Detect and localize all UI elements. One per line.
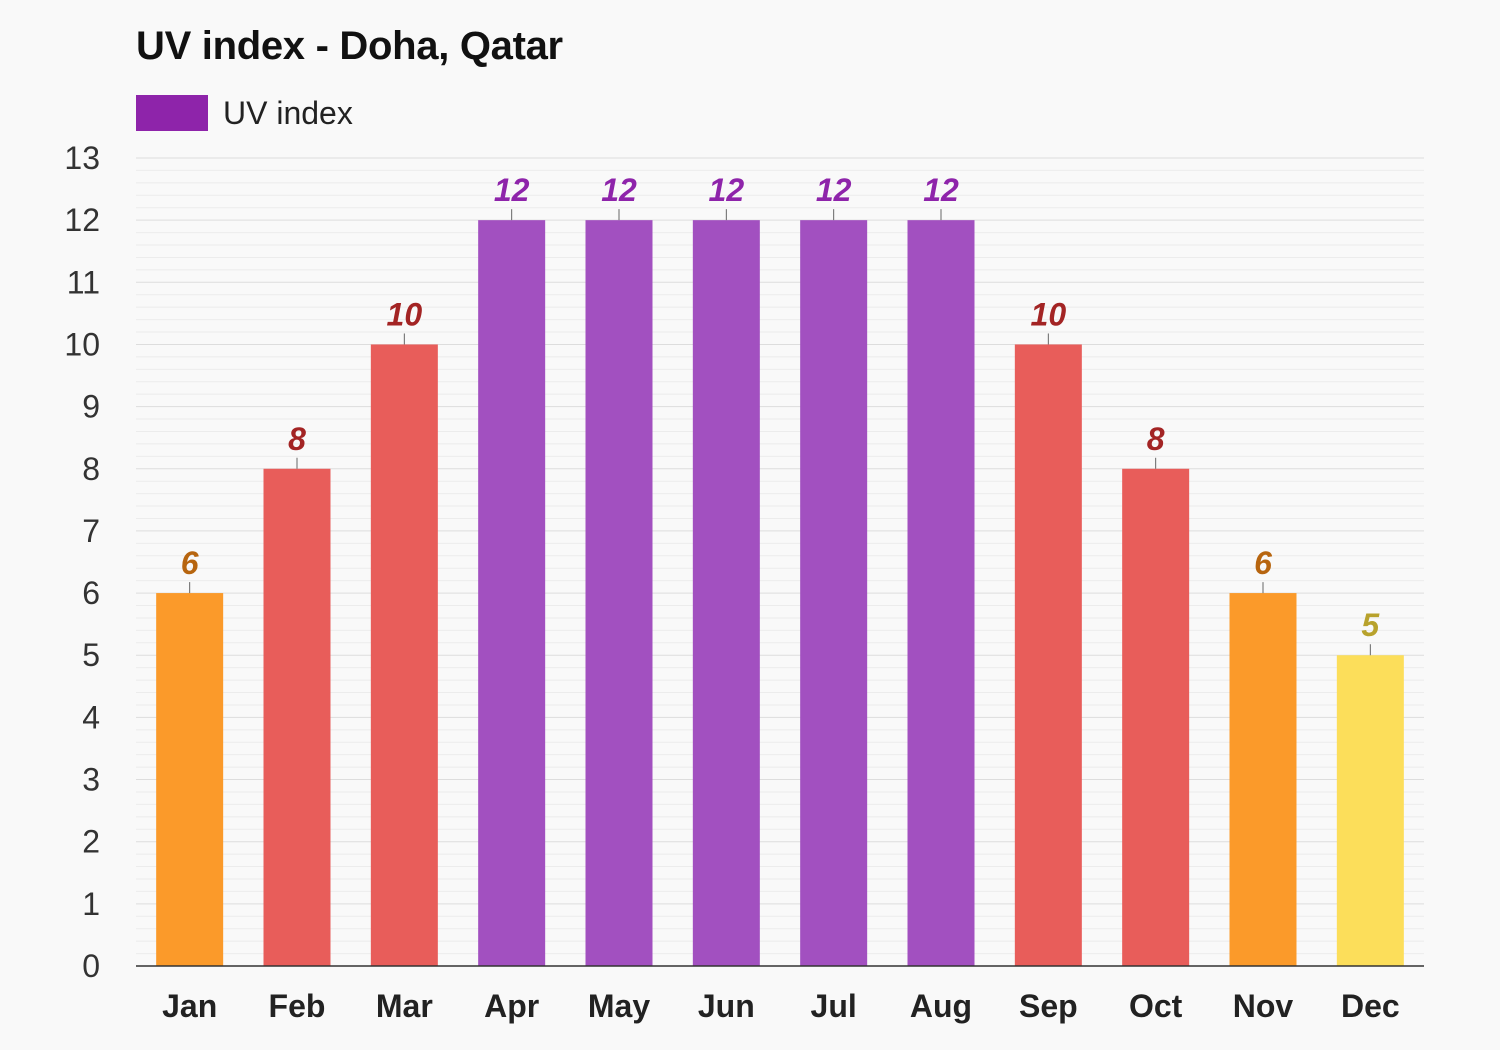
y-tick-label: 9 <box>82 389 100 425</box>
x-tick-label: Sep <box>1019 988 1078 1024</box>
y-tick-label: 6 <box>82 575 100 611</box>
bar-oct[interactable] <box>1122 468 1190 966</box>
data-label: 10 <box>387 296 423 332</box>
bar-may[interactable] <box>585 220 653 967</box>
x-tick-label: Aug <box>910 988 972 1024</box>
y-tick-label: 11 <box>67 264 100 300</box>
y-tick-label: 4 <box>82 699 100 735</box>
bars: 6 8 10 12 12 12 12 12 10 8 6 5 <box>156 172 1404 967</box>
legend[interactable]: UV index <box>136 94 353 132</box>
data-label: 12 <box>494 172 530 208</box>
bar-apr[interactable] <box>478 220 546 967</box>
bar-jun[interactable] <box>692 220 760 967</box>
y-tick-label: 3 <box>82 762 100 798</box>
x-tick-label: Feb <box>269 988 326 1024</box>
y-tick-label: 7 <box>82 513 100 549</box>
bar-mar[interactable] <box>370 344 438 966</box>
x-tick-label: May <box>588 988 650 1024</box>
gridlines <box>136 157 1424 967</box>
x-tick-label: Mar <box>376 988 433 1024</box>
data-label: 12 <box>601 172 637 208</box>
y-tick-label: 1 <box>82 886 100 922</box>
y-tick-label: 2 <box>82 824 100 860</box>
y-tick-label: 0 <box>82 948 100 984</box>
data-label: 6 <box>1254 545 1272 581</box>
bar-jan[interactable] <box>156 593 224 966</box>
y-tick-label: 10 <box>64 326 100 362</box>
y-tick-label: 5 <box>82 637 100 673</box>
data-label: 12 <box>709 172 745 208</box>
legend-label: UV index <box>223 94 353 131</box>
x-tick-label: Apr <box>484 988 539 1024</box>
y-tick-label: 13 <box>64 140 100 176</box>
bar-dec[interactable] <box>1336 655 1404 966</box>
data-label: 8 <box>288 421 306 457</box>
bar-feb[interactable] <box>263 468 331 966</box>
x-tick-label: Jan <box>162 988 217 1024</box>
data-label: 10 <box>1031 296 1067 332</box>
x-tick-label: Dec <box>1341 988 1400 1024</box>
data-label: 8 <box>1147 421 1165 457</box>
bar-nov[interactable] <box>1229 593 1297 966</box>
x-tick-label: Jul <box>811 988 857 1024</box>
bar-aug[interactable] <box>907 220 975 967</box>
legend-swatch <box>136 95 208 131</box>
y-tick-label: 8 <box>82 451 100 487</box>
x-tick-label: Nov <box>1233 988 1294 1024</box>
data-label: 6 <box>181 545 199 581</box>
chart-title: UV index - Doha, Qatar <box>136 24 563 68</box>
x-tick-label: Jun <box>698 988 755 1024</box>
data-label: 5 <box>1361 607 1380 643</box>
data-label: 12 <box>923 172 959 208</box>
x-tick-label: Oct <box>1129 988 1183 1024</box>
x-axis-ticks: Jan Feb Mar Apr May Jun Jul Aug Sep Oct Nov Dec <box>162 988 1400 1024</box>
data-label: 12 <box>816 172 852 208</box>
bar-sep[interactable] <box>1014 344 1082 966</box>
y-tick-label: 12 <box>64 202 100 238</box>
bar-jul[interactable] <box>800 220 868 967</box>
